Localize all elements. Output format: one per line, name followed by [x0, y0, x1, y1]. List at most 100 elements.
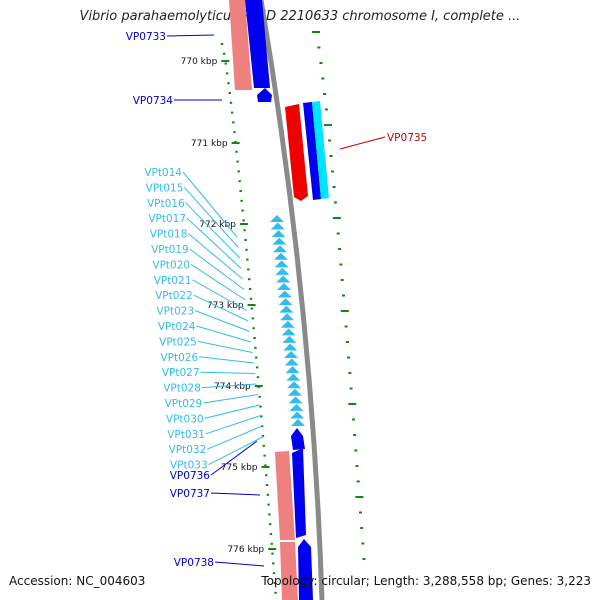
trna-marker[interactable] — [291, 419, 305, 426]
rrna-inner-block — [303, 102, 321, 200]
gene-label-vpt030[interactable]: VPt030 — [166, 413, 204, 425]
cds-block — [298, 539, 313, 600]
trna-marker[interactable] — [271, 230, 286, 238]
cds-block — [292, 448, 306, 538]
gene-label-vp0735[interactable]: VP0735 — [387, 132, 427, 144]
gene-label-vpt029[interactable]: VPt029 — [165, 398, 203, 410]
rrna-feature-vp0735[interactable] — [285, 101, 329, 201]
leader-line — [208, 436, 264, 466]
trna-marker[interactable] — [273, 252, 288, 260]
gene-label-vpt021[interactable]: VPt021 — [154, 275, 192, 287]
gene-label-vp0737[interactable]: VP0737 — [170, 488, 210, 500]
gene-label-vpt022[interactable]: VPt022 — [155, 290, 193, 302]
gene-label-vpt017[interactable]: VPt017 — [148, 213, 186, 225]
trna-marker[interactable] — [290, 411, 305, 419]
leader-line — [205, 415, 261, 435]
trna-marker[interactable] — [287, 381, 302, 389]
leader-line — [210, 440, 258, 476]
tick-label: 775 kbp — [221, 463, 258, 473]
gene-label-vpt023[interactable]: VPt023 — [156, 306, 194, 318]
trna-marker[interactable] — [272, 237, 287, 245]
leader-line — [193, 294, 249, 322]
gene-label-vpt026[interactable]: VPt026 — [161, 352, 199, 364]
trna-marker[interactable] — [281, 328, 296, 336]
leader-line — [203, 394, 259, 404]
leader-line — [210, 492, 261, 496]
cds-feature-vp0738[interactable] — [280, 539, 313, 600]
gene-label-vpt018[interactable]: VPt018 — [150, 229, 188, 241]
trna-marker[interactable] — [277, 290, 292, 298]
cds-shadow-block — [280, 542, 298, 600]
trna-marker[interactable] — [277, 283, 291, 290]
gene-label-vp0733[interactable]: VP0733 — [126, 31, 166, 43]
trna-marker[interactable] — [280, 313, 295, 321]
genome-stats-text: Topology: circular; Length: 3,288,558 bp… — [261, 574, 591, 588]
leader-line — [189, 248, 245, 290]
trna-marker[interactable] — [288, 396, 303, 404]
leader-line — [204, 404, 260, 419]
trna-marker[interactable] — [276, 275, 291, 283]
gene-label-vp0738[interactable]: VP0738 — [174, 557, 214, 569]
trna-marker[interactable] — [284, 351, 298, 358]
gene-label-vp0734[interactable]: VP0734 — [133, 95, 174, 107]
gene-label-vpt033[interactable]: VPt033 — [170, 460, 208, 472]
cds-arrow-vp0734[interactable] — [257, 88, 272, 102]
gene-label-vpt028[interactable]: VPt028 — [163, 383, 201, 395]
gene-label-vp0736[interactable]: VP0736 — [170, 470, 211, 482]
accession-text: Accession: NC_004603 — [9, 574, 146, 588]
rrna-block — [285, 104, 308, 201]
trna-marker[interactable] — [285, 366, 300, 374]
cds-arrow-vp0736[interactable] — [291, 428, 305, 450]
trna-marker[interactable] — [287, 388, 302, 396]
cds-shadow-block — [275, 451, 295, 540]
cds-shadow-block — [229, 0, 252, 90]
leader-line — [201, 383, 257, 389]
leader-line — [190, 263, 246, 301]
leader-line — [197, 340, 253, 353]
gene-label-vpt032[interactable]: VPt032 — [169, 444, 207, 456]
trna-marker[interactable] — [286, 373, 301, 381]
trna-marker[interactable] — [284, 358, 299, 366]
gene-label-vpt031[interactable]: VPt031 — [167, 429, 205, 441]
rrna-accent-block — [312, 101, 329, 199]
trna-marker[interactable] — [273, 245, 288, 253]
gene-label-vpt016[interactable]: VPt016 — [147, 198, 185, 210]
leader-line — [192, 279, 248, 311]
cds-feature-vp0733[interactable] — [229, 0, 270, 90]
gene-label-vpt015[interactable]: VPt015 — [146, 182, 184, 194]
trna-marker[interactable] — [278, 298, 293, 306]
leader-line — [207, 425, 263, 450]
trna-marker[interactable] — [270, 222, 285, 230]
trna-marker[interactable] — [289, 403, 304, 411]
cds-block — [245, 0, 270, 88]
gene-label-vpt025[interactable]: VPt025 — [159, 336, 197, 348]
outer-tick-track — [312, 31, 366, 560]
gene-label-vpt020[interactable]: VPt020 — [152, 259, 190, 271]
trna-marker[interactable] — [282, 335, 297, 343]
trna-marker[interactable] — [270, 215, 284, 222]
tick-label: 770 kbp — [181, 57, 218, 67]
map-title: Vibrio parahaemolyticus RIMD 2210633 chr… — [79, 9, 521, 24]
cds-feature-vp0737[interactable] — [275, 448, 306, 540]
trna-marker[interactable] — [280, 320, 295, 328]
gene-label-vpt014[interactable]: VPt014 — [144, 167, 182, 179]
trna-marker[interactable] — [275, 267, 290, 275]
leader-line — [166, 34, 215, 37]
leader-line — [199, 356, 254, 364]
leader-line — [339, 136, 386, 150]
leader-line — [186, 217, 242, 269]
gene-label-vpt027[interactable]: VPt027 — [162, 367, 200, 379]
leader-line — [188, 233, 243, 280]
leader-line — [182, 171, 238, 238]
tick-label: 774 kbp — [214, 382, 251, 392]
tick-label: 771 kbp — [191, 139, 228, 149]
gene-label-vpt019[interactable]: VPt019 — [151, 244, 189, 256]
trna-track — [270, 215, 305, 426]
trna-marker[interactable] — [283, 343, 298, 351]
leader-line — [194, 310, 250, 332]
trna-marker[interactable] — [274, 260, 289, 268]
trna-marker[interactable] — [279, 305, 294, 313]
gene-label-vpt024[interactable]: VPt024 — [158, 321, 196, 333]
